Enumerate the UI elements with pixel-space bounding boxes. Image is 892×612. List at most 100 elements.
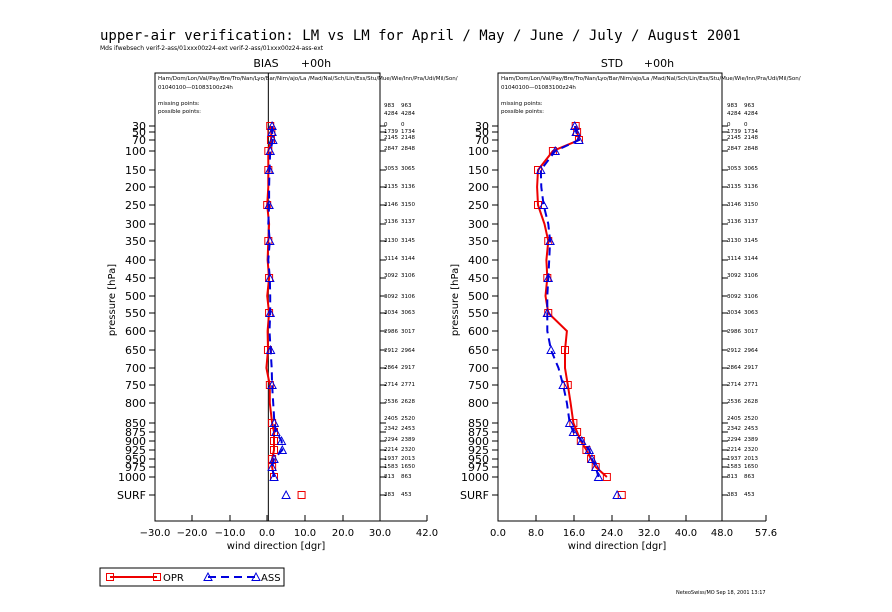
y-tick-label: 650 xyxy=(125,344,146,357)
count-opr: 2864 xyxy=(384,365,398,371)
count-opr: 1583 xyxy=(727,464,741,470)
legend-marker-opr xyxy=(106,573,114,581)
count-ass: 2848 xyxy=(401,146,415,152)
marker-ass xyxy=(550,145,561,155)
y-tick-label: 500 xyxy=(125,290,146,303)
count-opr: 383 xyxy=(727,492,738,498)
series-line-opr xyxy=(265,125,275,478)
count-ass: 3145 xyxy=(401,238,415,244)
count-ass: 3106 xyxy=(401,273,415,279)
count-ass: 0 xyxy=(744,122,748,128)
missing-points-label: missing points: xyxy=(501,101,543,107)
x-tick-label: 42.0 xyxy=(416,528,438,539)
y-tick-label: 1000 xyxy=(461,471,489,484)
y-tick-label: 400 xyxy=(468,254,489,267)
y-tick-label: 600 xyxy=(468,325,489,338)
count-opr: 1937 xyxy=(384,456,398,462)
count-ass: 3144 xyxy=(401,256,415,262)
marker-opr xyxy=(561,346,569,354)
marker-ass xyxy=(542,307,553,317)
y-tick-label: 750 xyxy=(125,379,146,392)
count-opr: 2145 xyxy=(727,135,741,141)
marker-ass xyxy=(571,126,582,136)
count-ass: 2628 xyxy=(744,399,758,405)
page-title: upper-air verification: LM vs LM for Apr… xyxy=(100,28,741,44)
count-opr: 3053 xyxy=(384,166,398,172)
y-tick-label: 800 xyxy=(468,397,489,410)
count-opr: 4284 xyxy=(727,111,741,117)
count-ass: 2771 xyxy=(401,382,415,388)
count-ass: 1650 xyxy=(401,464,415,470)
count-opr: 813 xyxy=(384,474,395,480)
count-ass: 3136 xyxy=(744,184,758,190)
count-ass: 3063 xyxy=(401,310,415,316)
count-opr: 2864 xyxy=(727,365,741,371)
y-tick-label: 600 xyxy=(125,325,146,338)
y-tick-label: 850 xyxy=(125,417,146,430)
y-tick-label: 875 xyxy=(468,426,489,439)
marker-ass xyxy=(590,461,601,471)
count-ass: 963 xyxy=(744,103,755,109)
count-ass: 3017 xyxy=(401,329,415,335)
marker-ass xyxy=(612,489,622,499)
y-tick-label: 300 xyxy=(125,218,146,231)
count-ass: 1734 xyxy=(401,129,415,135)
panel-subtitle: +00h xyxy=(301,57,331,70)
x-tick-label: 0.0 xyxy=(259,528,275,539)
marker-ass xyxy=(267,379,277,389)
y-tick-label: 900 xyxy=(125,435,146,448)
marker-ass xyxy=(543,272,554,282)
chart-panel-std: STD +00h Ham/Dom/Lon/Val/Pay/Bre/Tro/Nan/L… xyxy=(450,57,801,552)
marker-opr xyxy=(617,491,626,499)
y-tick-label: 1000 xyxy=(118,471,146,484)
count-opr: 383 xyxy=(384,492,395,498)
y-tick-label: 250 xyxy=(468,199,489,212)
possible-points-label: possible points: xyxy=(501,109,544,115)
missing-points-label: missing points: xyxy=(158,101,200,107)
marker-ass xyxy=(558,379,568,389)
x-tick-label: −10.0 xyxy=(215,528,246,539)
marker-ass xyxy=(593,471,604,481)
series-line-ass xyxy=(539,125,600,478)
legend-marker-opr xyxy=(153,573,161,581)
marker-ass xyxy=(269,417,280,427)
y-tick-label: 925 xyxy=(125,444,146,457)
y-tick-label: 250 xyxy=(125,199,146,212)
count-ass: 2013 xyxy=(401,456,415,462)
marker-ass xyxy=(587,453,597,463)
footer-stamp: NeteoSwiss/MO Sep 18, 2001 13:17 xyxy=(676,590,766,596)
count-ass: 963 xyxy=(401,103,412,109)
y-axis-label: pressure [hPa] xyxy=(107,264,118,336)
y-tick-label: 50 xyxy=(132,126,146,139)
possible-points-label: possible points: xyxy=(158,109,201,115)
count-opr: 3135 xyxy=(727,184,741,190)
y-tick-label: 550 xyxy=(125,307,146,320)
x-tick-label: 10.0 xyxy=(294,528,316,539)
count-ass: 2964 xyxy=(401,348,415,354)
marker-ass xyxy=(564,417,575,427)
x-axis-label: wind direction [dgr] xyxy=(227,541,326,552)
x-tick-label: 20.0 xyxy=(332,528,354,539)
count-opr: 0 xyxy=(727,122,731,128)
chart-panel-bias: BIAS +00h Ham/Dom/Lon/Val/Pay/Bre/Tro/Nan/… xyxy=(107,57,458,552)
count-opr: 2214 xyxy=(384,447,398,453)
count-ass: 4284 xyxy=(401,111,415,117)
count-opr: 813 xyxy=(727,474,738,480)
y-tick-label: 700 xyxy=(125,362,146,375)
count-opr: 2214 xyxy=(727,447,741,453)
file-info: Mds ifwebsech verif-2-ass/01xxx00z24-ext… xyxy=(100,45,324,52)
x-tick-label: 30.0 xyxy=(369,528,391,539)
legend-marker-ass xyxy=(251,571,261,581)
count-ass: 3137 xyxy=(401,219,415,225)
count-opr: 3053 xyxy=(727,166,741,172)
marker-ass xyxy=(265,235,275,245)
marker-ass xyxy=(265,344,276,354)
y-tick-label: 100 xyxy=(468,145,489,158)
count-ass: 1734 xyxy=(744,129,758,135)
y-tick-label: 30 xyxy=(475,120,489,133)
legend: OPR ASS xyxy=(99,567,285,587)
count-opr: 2714 xyxy=(384,382,398,388)
station-list: Ham/Dom/Lon/Val/Pay/Bre/Tro/Nan/Lyo/Bar/… xyxy=(501,76,801,82)
marker-opr xyxy=(297,491,306,499)
marker-ass xyxy=(277,444,288,454)
